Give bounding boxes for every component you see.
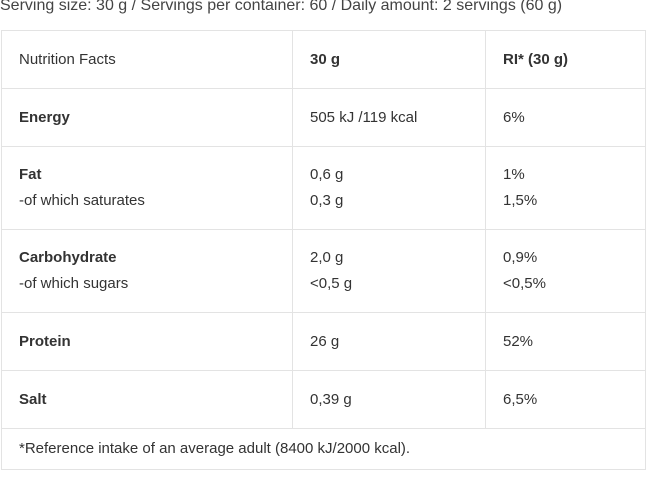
nutrient-name: Fat xyxy=(19,166,42,183)
table-footnote-row: *Reference intake of an average adult (8… xyxy=(1,428,646,470)
nutrient-ri: 6,5% xyxy=(485,370,646,429)
nutrient-ri: 6% xyxy=(485,88,646,147)
table-row-carbohydrate: Carbohydrate -of which sugars 2,0 g <0,5… xyxy=(1,229,646,313)
nutrient-ri: 0,9% xyxy=(503,249,538,266)
table-row-fat: Fat -of which saturates 0,6 g 0,3 g 1% 1… xyxy=(1,146,646,230)
nutrient-name-cell: Carbohydrate -of which sugars xyxy=(1,229,293,313)
nutrient-sub-ri: 1,5% xyxy=(503,192,538,209)
header-nutrition-facts: Nutrition Facts xyxy=(1,30,293,89)
nutrient-sub-amount: <0,5 g xyxy=(310,275,353,292)
nutrient-name: Protein xyxy=(1,312,293,371)
nutrient-amount: 2,0 g xyxy=(310,249,344,266)
nutrition-table: Nutrition Facts 30 g RI* (30 g) Energy 5… xyxy=(1,30,646,470)
footnote: *Reference intake of an average adult (8… xyxy=(1,428,646,470)
nutrient-name: Carbohydrate xyxy=(19,249,117,266)
nutrient-name: Salt xyxy=(1,370,293,429)
nutrient-amount: 26 g xyxy=(292,312,486,371)
nutrient-sub-name: -of which saturates xyxy=(19,192,145,209)
table-row-energy: Energy 505 kJ /119 kcal 6% xyxy=(1,88,646,147)
nutrient-ri: 1% xyxy=(503,166,525,183)
nutrient-ri: 52% xyxy=(485,312,646,371)
nutrient-sub-amount: 0,3 g xyxy=(310,192,344,209)
nutrient-name: Energy xyxy=(1,88,293,147)
nutrient-amount-cell: 0,6 g 0,3 g xyxy=(292,146,486,230)
nutrient-ri-cell: 1% 1,5% xyxy=(485,146,646,230)
table-row-protein: Protein 26 g 52% xyxy=(1,312,646,371)
serving-info: Serving size: 30 g / Servings per contai… xyxy=(0,0,563,14)
header-serving-amount: 30 g xyxy=(292,30,486,89)
nutrient-amount: 0,39 g xyxy=(292,370,486,429)
nutrient-name-cell: Fat -of which saturates xyxy=(1,146,293,230)
nutrient-sub-name: -of which sugars xyxy=(19,275,129,292)
nutrient-amount-cell: 2,0 g <0,5 g xyxy=(292,229,486,313)
nutrient-amount: 505 kJ /119 kcal xyxy=(292,88,486,147)
header-reference-intake: RI* (30 g) xyxy=(485,30,646,89)
nutrient-amount: 0,6 g xyxy=(310,166,344,183)
nutrient-ri-cell: 0,9% <0,5% xyxy=(485,229,646,313)
table-header-row: Nutrition Facts 30 g RI* (30 g) xyxy=(1,30,646,89)
nutrient-sub-ri: <0,5% xyxy=(503,275,546,292)
table-row-salt: Salt 0,39 g 6,5% xyxy=(1,370,646,429)
